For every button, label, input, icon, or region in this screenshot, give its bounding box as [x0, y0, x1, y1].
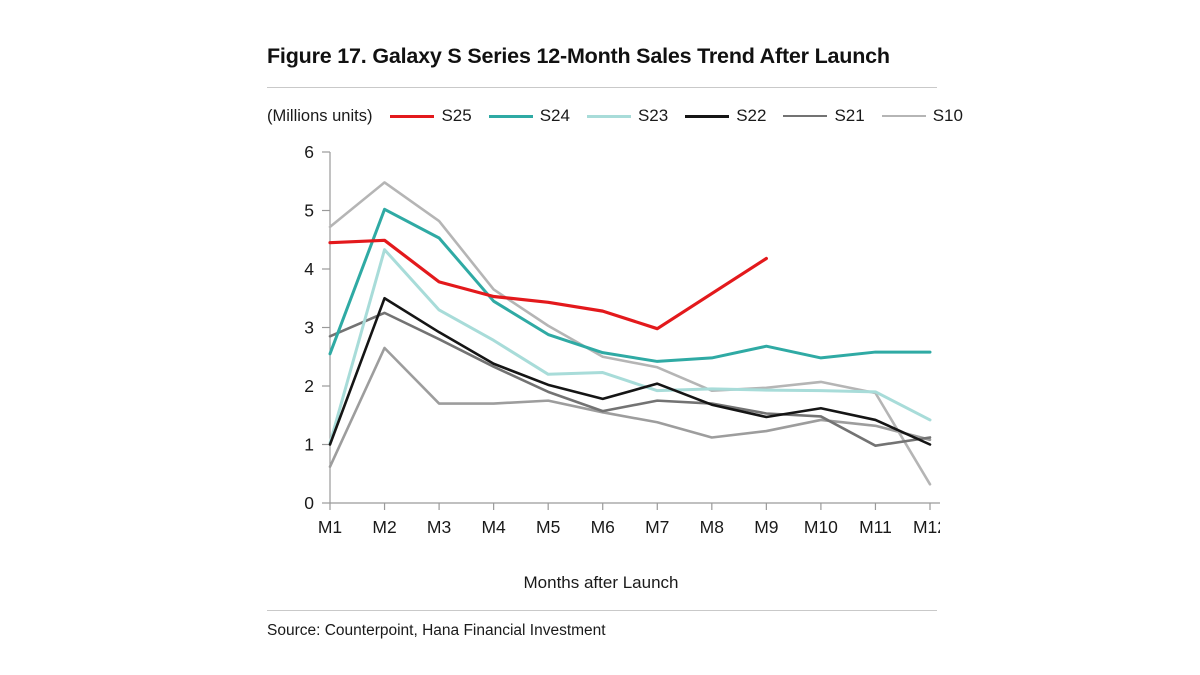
x-tick-label: M10: [804, 517, 838, 537]
legend-item-s23: S23: [586, 106, 669, 126]
legend-swatch-s25: [390, 114, 435, 118]
footer-divider: [267, 610, 937, 611]
x-tick-label: M6: [591, 517, 615, 537]
legend-swatch-s22: [685, 114, 730, 118]
series-line-s25: [328, 238, 768, 331]
legend-item-s24: S24: [488, 106, 570, 126]
line-chart: 0 1 2 3 4 5 6 M1 M2 M3 M4 M5 M6 M7 M8 M9 M10 M11 M12: [304, 142, 940, 537]
figure-panel: Figure 17. Galaxy S Series 12-Month Sale…: [262, 0, 963, 675]
series-line-s21: [328, 311, 932, 447]
x-tick-label: M1: [318, 517, 342, 537]
series-line-s10-low: [328, 346, 932, 469]
y-tick-label: 2: [304, 376, 314, 396]
y-tick-label: 0: [304, 493, 314, 513]
legend-item-list: S25 S24 S23 S22 S21 S10: [390, 106, 980, 126]
source-note: Source: Counterpoint, Hana Financial Inv…: [267, 622, 606, 639]
legend-label-s23: S23: [637, 106, 669, 125]
y-tick-label: 1: [304, 435, 314, 455]
y-tick-label: 5: [304, 201, 314, 221]
x-tick-label: M9: [754, 517, 778, 537]
x-tick-label: M7: [645, 517, 669, 537]
plot-area: 0 1 2 3 4 5 6 M1 M2 M3 M4 M5 M6 M7 M8 M9 M10 M11 M12: [262, 140, 940, 540]
legend-units-label: (Millions units): [267, 106, 373, 125]
legend-swatch-s10: [881, 115, 926, 117]
legend-label-s25: S25: [441, 106, 472, 125]
legend-item-s21: S21: [783, 106, 865, 126]
legend-label-s10: S10: [932, 106, 963, 125]
x-tick-label: M3: [427, 517, 451, 537]
legend-item-s10: S10: [881, 106, 963, 126]
chart-legend: (Millions units) S25 S24 S23 S22 S21 S10: [267, 104, 980, 128]
legend-swatch-s21: [783, 115, 828, 117]
series-line-s22: [328, 296, 932, 446]
series-line-s10: [328, 181, 932, 486]
x-tick-label: M12: [913, 517, 940, 537]
x-tick-label: M5: [536, 517, 560, 537]
x-tick-label: M11: [859, 517, 892, 537]
y-tick-label: 4: [304, 259, 314, 279]
legend-item-s22: S22: [685, 106, 766, 126]
legend-label-s24: S24: [539, 106, 570, 125]
x-tick-label: M4: [481, 517, 506, 537]
legend-swatch-s23: [586, 114, 631, 118]
legend-swatch-s24: [488, 114, 533, 118]
x-axis-title: Months after Launch: [523, 573, 679, 592]
series-line-s23: [328, 248, 932, 445]
y-tick-label: 6: [304, 142, 314, 162]
figure-title: Figure 17. Galaxy S Series 12-Month Sale…: [267, 44, 890, 68]
header-divider: [267, 87, 937, 88]
x-tick-label: M8: [700, 517, 724, 537]
legend-label-s22: S22: [736, 106, 767, 125]
x-tick-label: M2: [372, 517, 396, 537]
legend-label-s21: S21: [834, 106, 865, 125]
legend-item-s25: S25: [390, 106, 472, 126]
y-tick-label: 3: [304, 318, 314, 338]
series-line-s24: [328, 207, 932, 363]
